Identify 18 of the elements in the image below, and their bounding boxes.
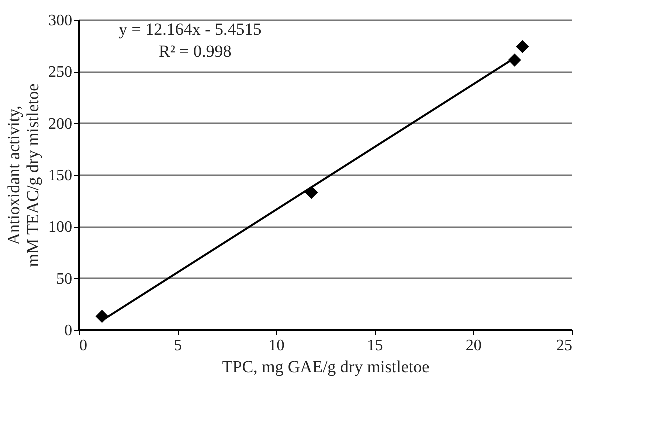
y-tick-label: 50 [56, 270, 72, 288]
x-tick-label: 0 [80, 338, 88, 354]
y-tick-label: 300 [48, 12, 72, 30]
x-tick-label: 5 [174, 338, 182, 354]
annotation: y = 12.164x - 5.4515 [119, 20, 262, 39]
y-tick-label: 100 [48, 219, 72, 236]
y-tick-label: 200 [48, 116, 72, 133]
point [516, 40, 530, 54]
y-tick-label: 250 [48, 64, 72, 82]
x-tick-label: 20 [466, 338, 482, 354]
y-tick-label: 0 [64, 322, 72, 340]
y-tick-label: 150 [48, 168, 72, 184]
x-tick-label: 25 [556, 338, 572, 354]
annotation: R² = 0.998 [159, 42, 232, 61]
x-tick-label: 15 [367, 338, 384, 354]
x-axis-title: TPC, mg GAE/g dry mistletoe [222, 358, 430, 376]
x-tick-label: 10 [268, 338, 285, 354]
y-axis-title: Antioxidant activity, mM TEAC/g dry mistletoe [4, 84, 42, 268]
